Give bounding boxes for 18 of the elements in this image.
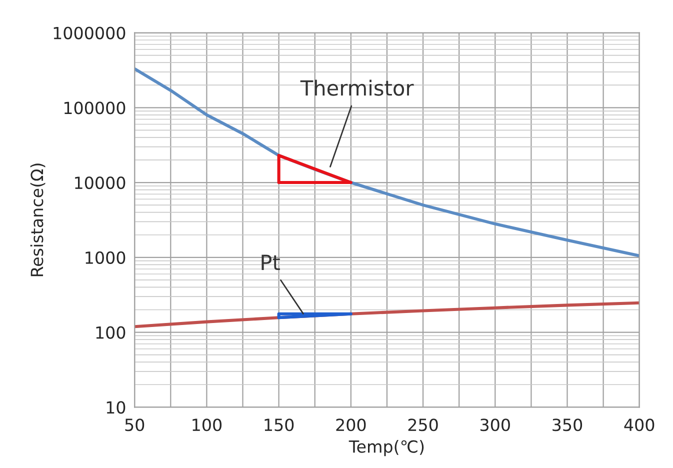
annotation: Pt: [262, 254, 280, 270]
y-tick-label: 1000000: [54, 26, 126, 40]
x-tick-label: 250: [408, 418, 438, 432]
x-tick-label: 300: [480, 418, 510, 432]
annotation: Thermistor: [300, 80, 414, 96]
y-tick-label: 100000: [64, 102, 126, 114]
y-tick-label: 10000: [75, 176, 126, 190]
x-tick-label: 100: [192, 418, 222, 432]
x-tick-label: 50: [125, 418, 144, 432]
x-tick-label: 400: [624, 418, 654, 432]
x-tick-label: 150: [264, 418, 294, 432]
x-tick-label: 350: [552, 418, 582, 432]
y-tick-label: 10: [106, 401, 126, 414]
x-axis-title: Temp(℃): [348, 440, 424, 456]
y-axis-title: Resistance(Ω): [30, 164, 46, 276]
y-tick-label: 100: [96, 326, 126, 339]
y-tick-label: 1000: [86, 251, 126, 264]
x-tick-label: 200: [336, 418, 366, 432]
